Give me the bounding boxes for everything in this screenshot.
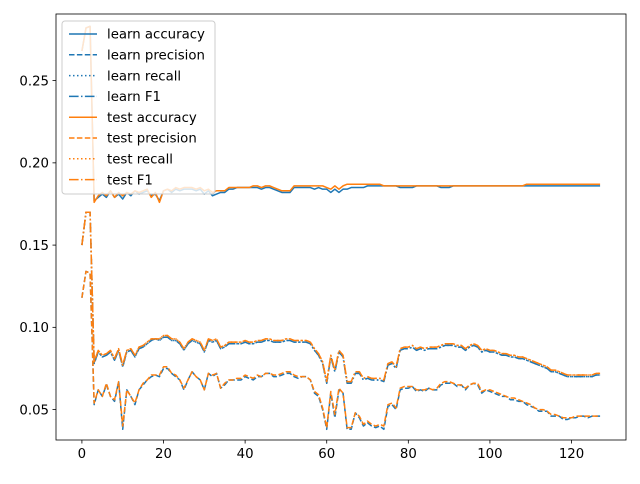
y-tick-label: 0.05: [19, 403, 49, 418]
y-tick-label: 0.15: [19, 239, 49, 254]
legend-label: test F1: [107, 173, 153, 188]
y-axis: 0.05 0.10 0.15 0.20 0.25: [19, 74, 56, 418]
y-tick-label: 0.25: [19, 74, 49, 89]
legend-label: learn precision: [107, 49, 205, 64]
x-tick-label: 80: [400, 447, 417, 462]
x-axis: 0 20 40 60 80 100 120: [78, 440, 584, 462]
x-tick-label: 120: [559, 447, 584, 462]
y-tick-label: 0.10: [19, 321, 49, 336]
x-tick-label: 100: [477, 447, 502, 462]
x-tick-label: 20: [155, 447, 172, 462]
series-line-3: [81, 211, 601, 384]
legend-label: test accuracy: [107, 111, 197, 126]
legend-label: learn recall: [107, 69, 181, 84]
x-tick-label: 60: [318, 447, 335, 462]
legend-label: learn accuracy: [107, 28, 205, 43]
legend-label: learn F1: [107, 90, 161, 105]
legend-label: test recall: [107, 153, 173, 168]
series-line-5: [81, 270, 601, 429]
legend: learn accuracy learn precision learn recal…: [61, 20, 216, 195]
legend-label: test precision: [107, 132, 197, 147]
axes-frame: [55, 13, 627, 441]
y-tick-label: 0.20: [19, 157, 49, 172]
x-tick-label: 0: [78, 447, 86, 462]
series-line-7: [81, 211, 601, 383]
legend-box: [61, 20, 216, 195]
x-tick-label: 40: [237, 447, 254, 462]
